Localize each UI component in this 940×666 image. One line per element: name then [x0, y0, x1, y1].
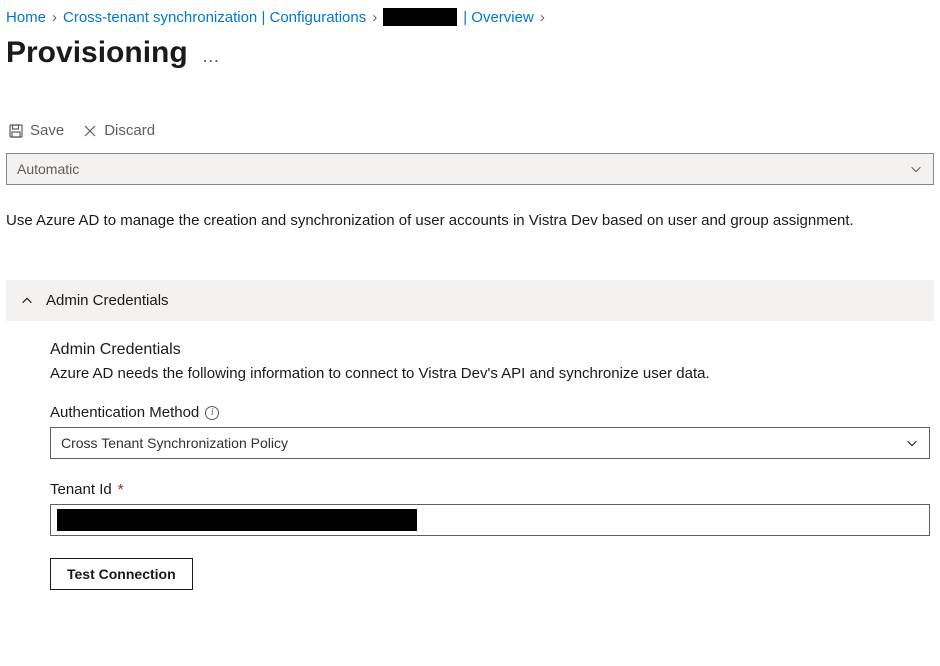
admin-description: Azure AD needs the following information…	[50, 365, 934, 382]
toolbar: Save Discard	[6, 118, 934, 143]
provisioning-mode-select[interactable]: Automatic	[6, 153, 934, 185]
breadcrumb-redacted	[383, 8, 457, 26]
more-options-button[interactable]: …	[202, 40, 221, 67]
required-asterisk: *	[118, 481, 124, 498]
discard-button[interactable]: Discard	[80, 118, 157, 143]
breadcrumb-configurations[interactable]: Cross-tenant synchronization | Configura…	[63, 9, 366, 26]
chevron-up-icon	[20, 294, 34, 308]
chevron-down-icon	[909, 162, 923, 176]
breadcrumb: Home › Cross-tenant synchronization | Co…	[6, 8, 934, 26]
auth-method-value: Cross Tenant Synchronization Policy	[61, 435, 288, 451]
chevron-down-icon	[905, 436, 919, 450]
discard-label: Discard	[104, 122, 155, 139]
page-title-row: Provisioning …	[6, 36, 934, 70]
auth-method-label-text: Authentication Method	[50, 404, 199, 421]
close-icon	[82, 123, 98, 139]
description-text: Use Azure AD to manage the creation and …	[6, 209, 934, 232]
auth-method-label: Authentication Method i	[50, 404, 934, 421]
chevron-right-icon: ›	[540, 9, 545, 26]
admin-credentials-accordion[interactable]: Admin Credentials	[6, 280, 934, 321]
admin-heading: Admin Credentials	[50, 341, 934, 359]
test-connection-button[interactable]: Test Connection	[50, 558, 193, 590]
auth-method-select[interactable]: Cross Tenant Synchronization Policy	[50, 427, 930, 459]
tenant-id-label: Tenant Id *	[50, 481, 934, 498]
chevron-right-icon: ›	[52, 9, 57, 26]
save-label: Save	[30, 122, 64, 139]
tenant-id-label-text: Tenant Id	[50, 481, 112, 498]
chevron-right-icon: ›	[372, 9, 377, 26]
admin-credentials-body: Admin Credentials Azure AD needs the fol…	[6, 321, 934, 590]
accordion-title: Admin Credentials	[46, 292, 169, 309]
breadcrumb-home[interactable]: Home	[6, 9, 46, 26]
save-icon	[8, 123, 24, 139]
provisioning-mode-value: Automatic	[17, 161, 79, 177]
info-icon[interactable]: i	[205, 406, 219, 420]
tenant-id-input[interactable]	[50, 504, 930, 536]
save-button[interactable]: Save	[6, 118, 66, 143]
breadcrumb-overview[interactable]: | Overview	[463, 9, 534, 26]
tenant-id-redacted	[57, 509, 417, 531]
page-title: Provisioning	[6, 36, 188, 70]
